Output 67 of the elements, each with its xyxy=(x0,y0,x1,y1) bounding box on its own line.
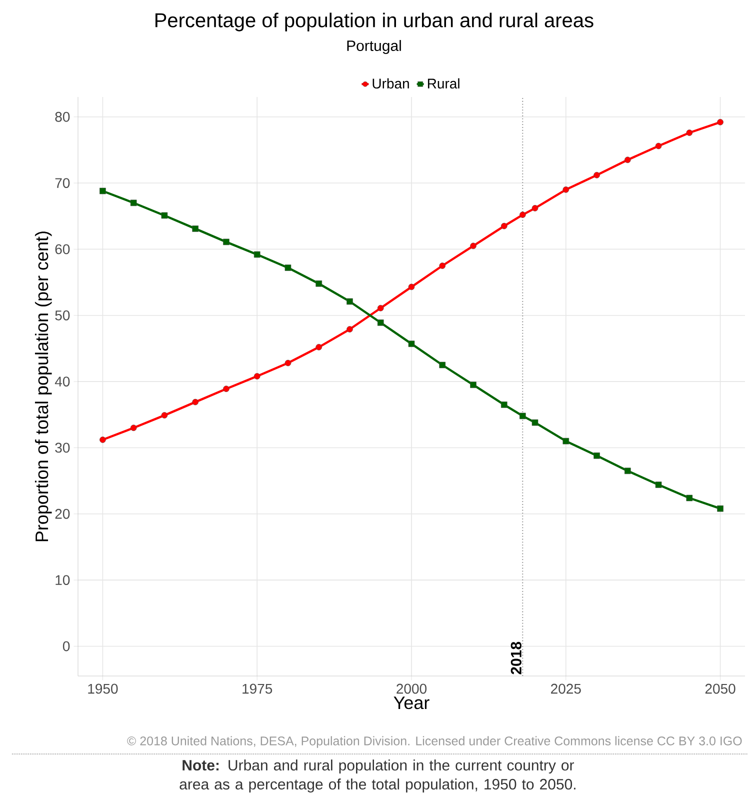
chart-subtitle: Portugal xyxy=(347,40,401,54)
chart-title: Percentage of population in urban and rural areas xyxy=(155,12,594,32)
point xyxy=(520,412,526,420)
x-tick-label: 2050 xyxy=(705,684,736,694)
point xyxy=(655,482,662,488)
point xyxy=(254,373,260,380)
point xyxy=(377,304,384,312)
point xyxy=(717,119,724,126)
text: Note: Urban and rural population in the current country or area as a percentage of the total population, 1950 to 2050. xyxy=(180,760,576,793)
point xyxy=(284,360,292,366)
point xyxy=(594,452,600,459)
point xyxy=(223,386,230,392)
x-tick-label: 1950 xyxy=(88,684,118,694)
point xyxy=(594,172,600,178)
point xyxy=(377,320,384,326)
y-tick-label: 70 xyxy=(55,178,70,188)
x-tick-label: 1975 xyxy=(242,684,272,694)
point xyxy=(100,188,106,194)
y-tick-label: 60 xyxy=(55,244,70,254)
point xyxy=(470,242,476,250)
y-tick-label: 30 xyxy=(55,442,70,453)
x-tick-label: 2000 xyxy=(396,684,427,694)
point xyxy=(192,398,198,406)
point xyxy=(655,142,662,150)
x-tick-label: 2025 xyxy=(551,684,581,694)
point xyxy=(532,205,538,212)
point xyxy=(520,212,526,218)
x-axis-title: Year xyxy=(394,696,430,710)
point xyxy=(439,262,446,269)
text: © 2018 United Nations, DESA, Population Division. Licensed under Creative Commons license CC BY 3.0 IGO xyxy=(127,736,742,748)
point xyxy=(161,212,168,219)
y-tick-label: 10 xyxy=(56,575,70,586)
y-tick-label: 80 xyxy=(55,112,70,122)
point xyxy=(254,251,260,258)
legend-label: Urban xyxy=(372,78,409,89)
point xyxy=(346,298,353,305)
point xyxy=(562,438,570,444)
point xyxy=(500,222,508,230)
point xyxy=(408,284,415,290)
point xyxy=(130,200,137,206)
point xyxy=(717,505,724,512)
point xyxy=(686,130,693,136)
point xyxy=(316,280,322,287)
point xyxy=(500,402,508,408)
point xyxy=(100,436,106,443)
ref-line-label: 2018 xyxy=(510,642,522,674)
point xyxy=(161,412,168,418)
point xyxy=(624,468,631,474)
point xyxy=(686,494,693,502)
point xyxy=(316,344,322,350)
y-tick-label: 20 xyxy=(55,508,70,519)
point xyxy=(192,226,198,232)
y-tick-label: 50 xyxy=(55,310,70,320)
point xyxy=(624,156,631,164)
y-axis-title: Proportion of total population (per cent) xyxy=(34,232,52,542)
point xyxy=(532,419,538,426)
point xyxy=(562,186,570,193)
point xyxy=(284,264,292,271)
point xyxy=(439,362,446,368)
point xyxy=(346,326,353,332)
point xyxy=(408,340,415,347)
legend-label: Rural xyxy=(428,78,460,89)
point xyxy=(470,382,476,388)
y-tick-label: 40 xyxy=(54,376,70,387)
point xyxy=(223,238,230,246)
y-tick-label: 0 xyxy=(62,641,70,652)
point xyxy=(130,424,137,432)
